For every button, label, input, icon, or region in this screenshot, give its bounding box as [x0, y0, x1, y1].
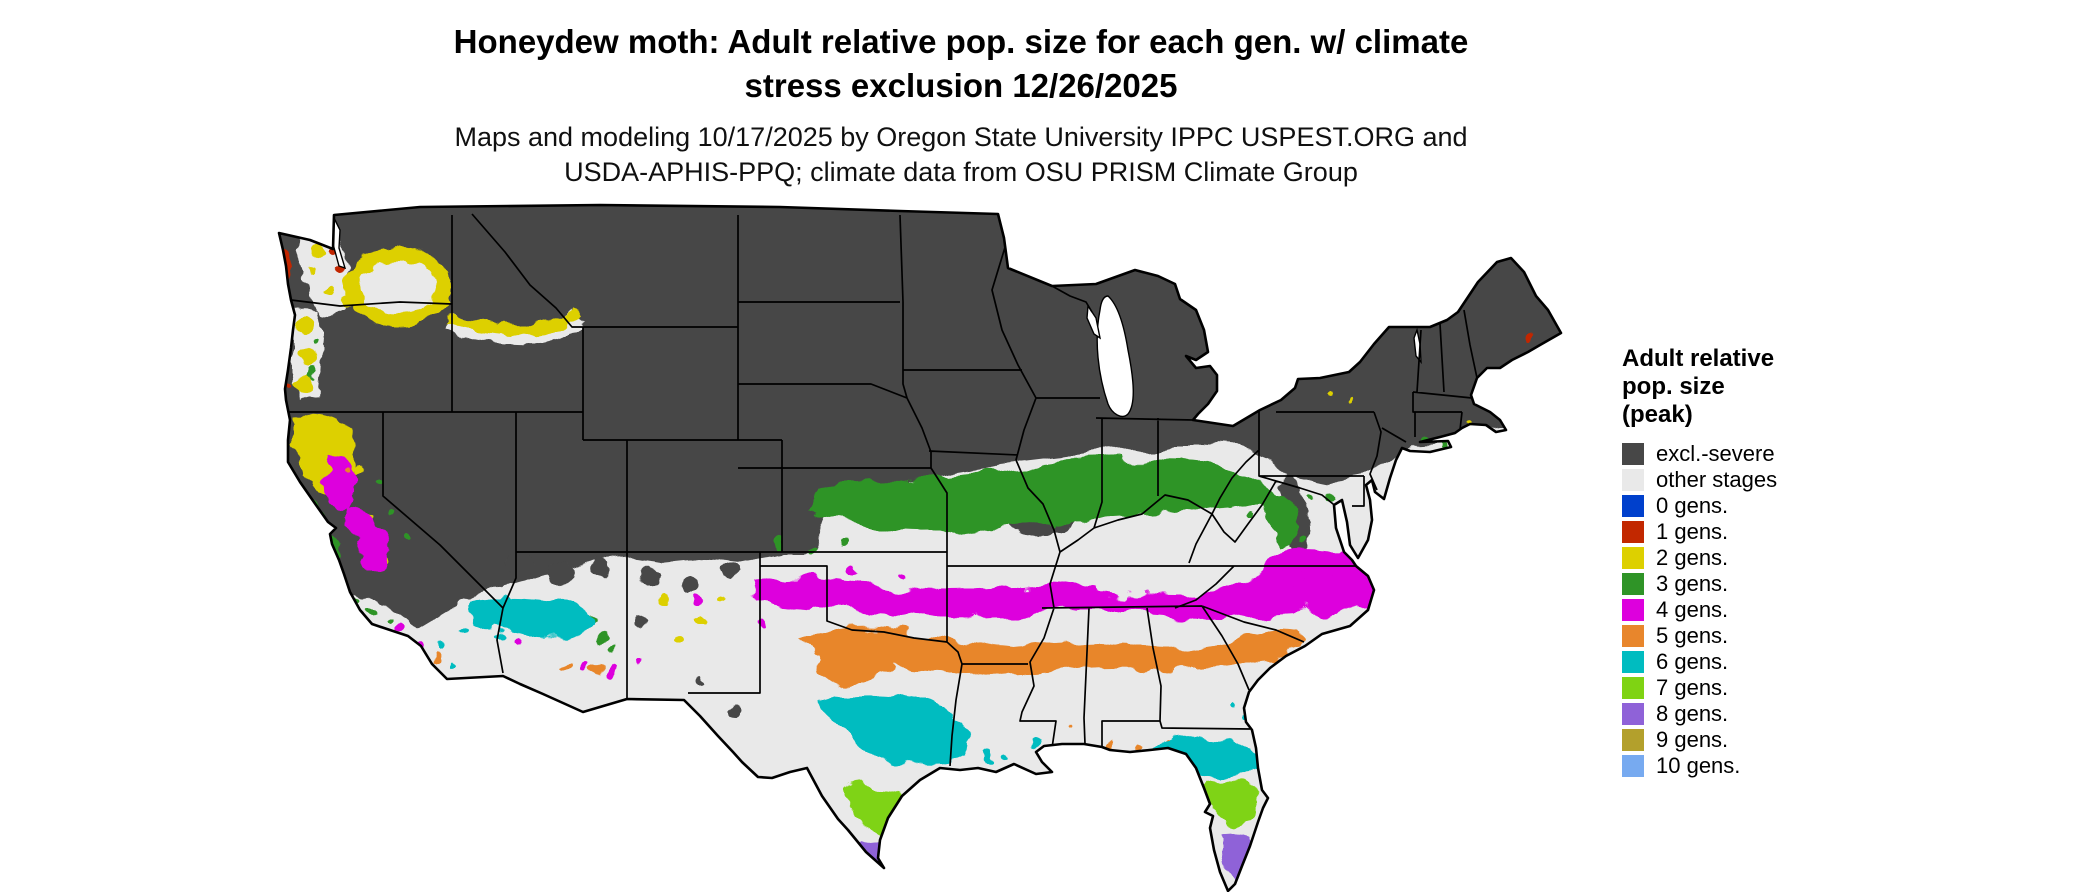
legend-swatch-g4: [1622, 599, 1644, 621]
legend-item-g5: 5 gens.: [1622, 623, 1777, 649]
legend-label-g7: 7 gens.: [1656, 675, 1729, 700]
us-outline: [277, 203, 1563, 892]
legend-swatch-g9: [1622, 729, 1644, 751]
legend-swatch-g3: [1622, 573, 1644, 595]
legend-label-g2: 2 gens.: [1656, 545, 1729, 570]
legend-item-excl: excl.-severe: [1622, 441, 1777, 467]
page-subtitle-line2: USDA-APHIS-PPQ; climate data from OSU PR…: [564, 157, 1358, 187]
map-legend: Adult relative pop. size (peak) excl.-se…: [1622, 345, 1777, 779]
legend-item-g10: 10 gens.: [1622, 753, 1777, 779]
legend-swatch-g8: [1622, 703, 1644, 725]
legend-item-g1: 1 gens.: [1622, 519, 1777, 545]
legend-swatch-g10: [1622, 755, 1644, 777]
map-region-5-gens: [345, 467, 1305, 748]
legend-label-g3: 3 gens.: [1656, 571, 1729, 596]
us-generations-map: [255, 200, 1575, 892]
legend-label-g10: 10 gens.: [1656, 753, 1741, 778]
page-subtitle-line1: Maps and modeling 10/17/2025 by Oregon S…: [454, 122, 1468, 152]
legend-swatch-other: [1622, 469, 1644, 491]
legend-swatch-excl: [1622, 443, 1644, 465]
legend-swatch-g2: [1622, 547, 1644, 569]
page-title-line1: Honeydew moth: Adult relative pop. size …: [453, 23, 1469, 60]
legend-swatch-g0: [1622, 495, 1644, 517]
page-title-line2: stress exclusion 12/26/2025: [744, 67, 1178, 104]
map-region-8-gens: [862, 830, 1256, 888]
legend-label-g5: 5 gens.: [1656, 623, 1729, 648]
legend-item-g8: 8 gens.: [1622, 701, 1777, 727]
green-bay: [1086, 303, 1102, 340]
legend-item-g9: 9 gens.: [1622, 727, 1777, 753]
lake-michigan: [1096, 295, 1134, 418]
legend-item-g6: 6 gens.: [1622, 649, 1777, 675]
legend-label-g4: 4 gens.: [1656, 597, 1729, 622]
legend-item-g0: 0 gens.: [1622, 493, 1777, 519]
legend-item-g2: 2 gens.: [1622, 545, 1777, 571]
legend-swatch-g7: [1622, 677, 1644, 699]
page-title: Honeydew moth: Adult relative pop. size …: [0, 20, 1922, 108]
legend-label-g9: 9 gens.: [1656, 727, 1729, 752]
legend-label-g6: 6 gens.: [1656, 649, 1729, 674]
legend-label-g0: 0 gens.: [1656, 493, 1729, 518]
map-region-4-gens: [329, 451, 1416, 672]
map-region-3-gens: [296, 336, 1447, 659]
legend-label-g1: 1 gens.: [1656, 519, 1729, 544]
legend-label-g8: 8 gens.: [1656, 701, 1729, 726]
legend-swatch-g5: [1622, 625, 1644, 647]
legend-item-g4: 4 gens.: [1622, 597, 1777, 623]
legend-swatch-g6: [1622, 651, 1644, 673]
legend-item-g7: 7 gens.: [1622, 675, 1777, 701]
state-borders: [287, 213, 1478, 767]
legend-item-g3: 3 gens.: [1622, 571, 1777, 597]
legend-title: Adult relative pop. size (peak): [1622, 345, 1775, 428]
legend-items: excl.-severe other stages 0 gens. 1 gens. 2 …: [1622, 441, 1777, 779]
legend-item-other: other stages: [1622, 467, 1777, 493]
legend-label-other: other stages: [1656, 467, 1778, 492]
legend-swatch-g1: [1622, 521, 1644, 543]
page-subtitle: Maps and modeling 10/17/2025 by Oregon S…: [0, 120, 1922, 190]
legend-label-excl: excl.-severe: [1656, 441, 1775, 466]
